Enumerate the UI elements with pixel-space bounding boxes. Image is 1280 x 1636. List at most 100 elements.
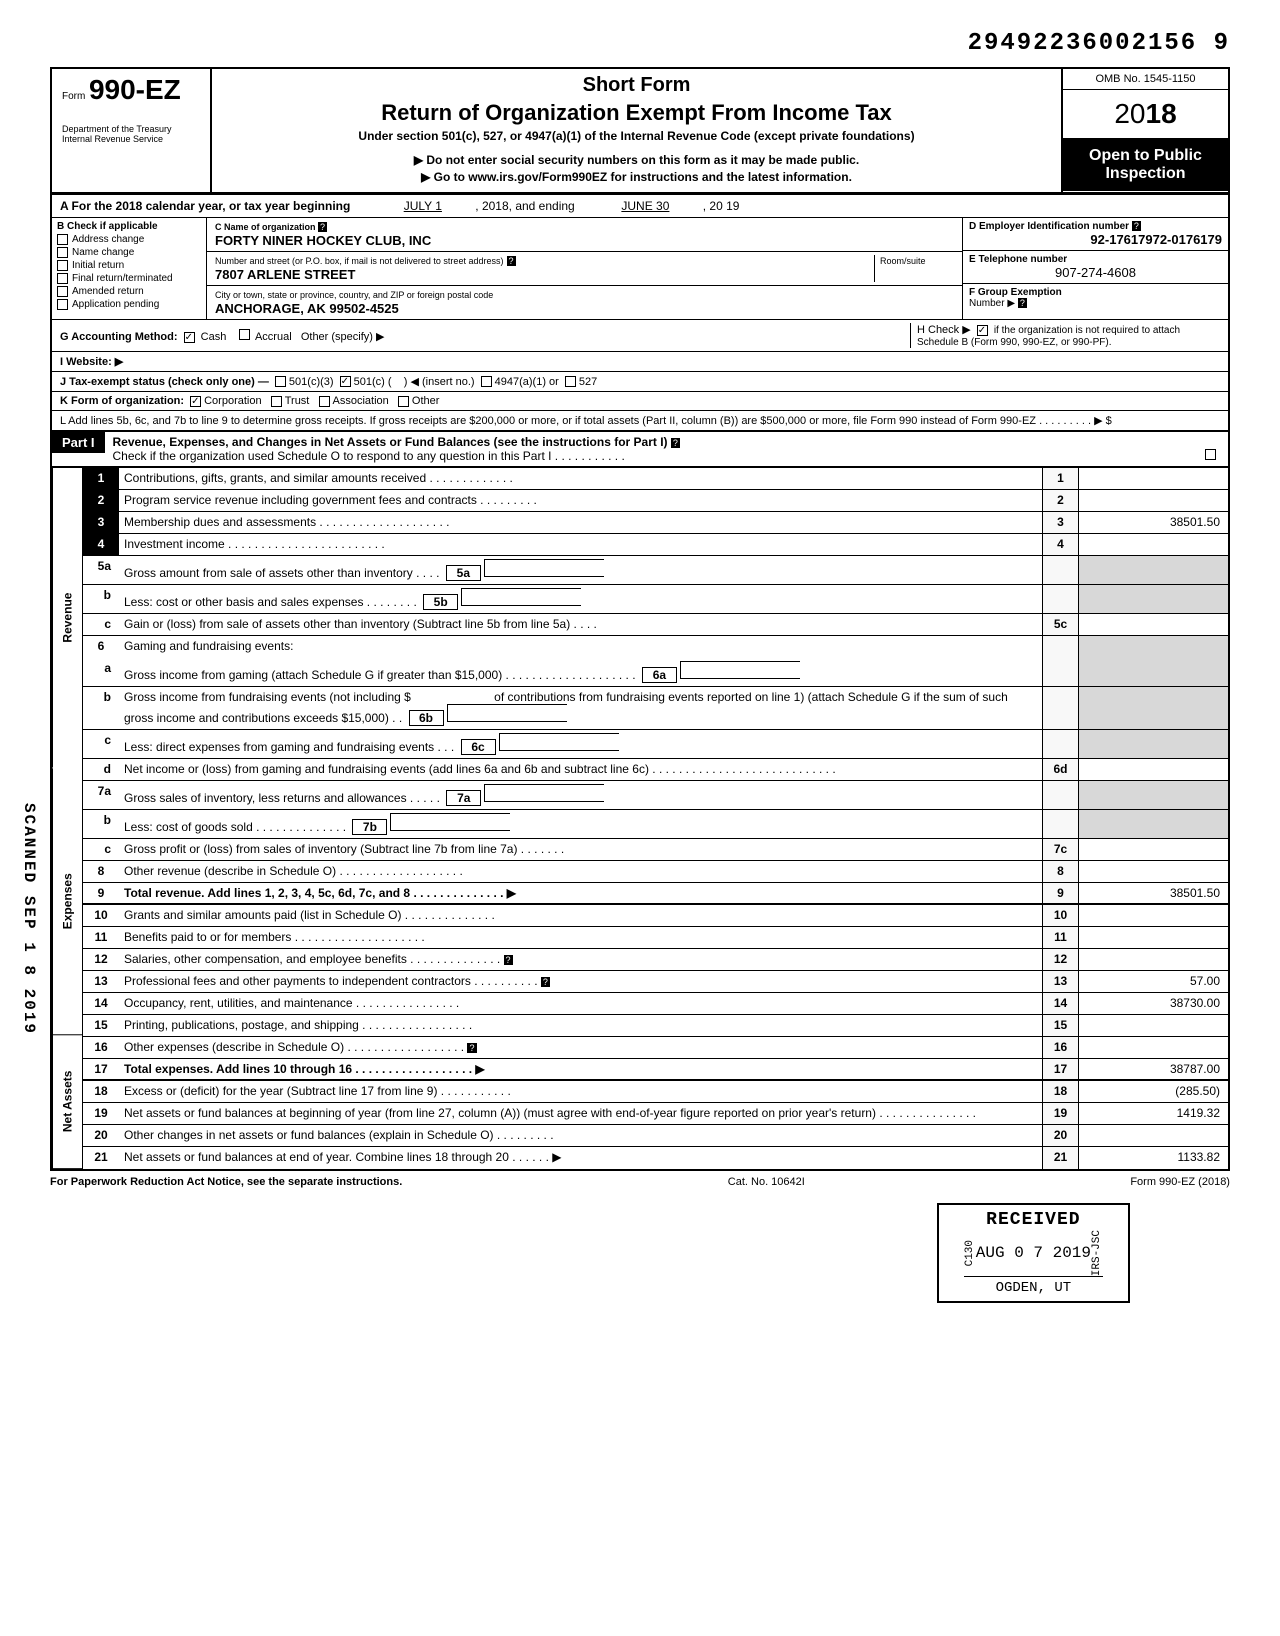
line-20: 20 Other changes in net assets or fund b…	[83, 1125, 1228, 1147]
addr-row: Number and street (or P.O. box, if mail …	[207, 252, 962, 286]
section-d: D Employer Identification number ? 92-17…	[963, 218, 1228, 251]
chk-name-change[interactable]: Name change	[57, 247, 201, 258]
help-icon: ?	[1018, 298, 1027, 308]
chk-other-org[interactable]	[398, 396, 409, 407]
section-e: E Telephone number 907-274-4608	[963, 251, 1228, 284]
chk-accrual[interactable]	[239, 329, 250, 340]
city-state-zip: ANCHORAGE, AK 99502-4525	[215, 301, 399, 316]
chk-application-pending[interactable]: Application pending	[57, 299, 201, 310]
chk-address-change[interactable]: Address change	[57, 234, 201, 245]
section-def: D Employer Identification number ? 92-17…	[963, 218, 1228, 319]
inspection-box: Open to Public Inspection	[1063, 139, 1228, 191]
side-expenses: Expenses	[52, 768, 82, 1035]
line-6c: c Less: direct expenses from gaming and …	[83, 730, 1228, 759]
line-19: 19 Net assets or fund balances at beginn…	[83, 1103, 1228, 1125]
irs-jsc: IRS-JSC	[1091, 1230, 1103, 1276]
line-18: 18 Excess or (deficit) for the year (Sub…	[83, 1081, 1228, 1103]
line-4: 4 Investment income . . . . . . . . . . …	[83, 534, 1228, 556]
received-label: RECEIVED	[964, 1210, 1103, 1230]
line-7c: c Gross profit or (loss) from sales of i…	[83, 839, 1228, 861]
received-stamp: RECEIVED C130 AUG 0 7 2019 IRS-JSC OGDEN…	[937, 1203, 1130, 1303]
line-13: 13 Professional fees and other payments …	[83, 971, 1228, 993]
form-number: 990-EZ	[89, 74, 181, 105]
form-id-box: Form 990-EZ Department of the Treasury I…	[52, 69, 212, 192]
section-a: A For the 2018 calendar year, or tax yea…	[50, 195, 1230, 218]
line-11: 11 Benefits paid to or for members . . .…	[83, 927, 1228, 949]
cat-no: Cat. No. 10642I	[728, 1176, 805, 1188]
chk-schedule-o[interactable]	[1205, 449, 1216, 460]
part1-label: Part I	[52, 432, 105, 453]
line-6a: a Gross income from gaming (attach Sched…	[83, 658, 1228, 687]
chk-amended-return[interactable]: Amended return	[57, 286, 201, 297]
dln-number: 29492236002156 9	[50, 30, 1230, 57]
chk-527[interactable]	[565, 376, 576, 387]
line-10: 10 Grants and similar amounts paid (list…	[83, 905, 1228, 927]
side-revenue: Revenue	[52, 468, 82, 768]
stamp-location: OGDEN, UT	[964, 1276, 1103, 1296]
chk-cash[interactable]	[184, 332, 195, 343]
line-16: 16 Other expenses (describe in Schedule …	[83, 1037, 1228, 1059]
scanned-stamp: SCANNED SEP 1 8 2019	[20, 803, 38, 1035]
help-icon: ?	[467, 1043, 476, 1053]
chk-initial-return[interactable]: Initial return	[57, 260, 201, 271]
open-public: Open to Public	[1071, 147, 1220, 165]
chk-association[interactable]	[319, 396, 330, 407]
chk-final-return[interactable]: Final return/terminated	[57, 273, 201, 284]
section-b: B Check if applicable Address change Nam…	[52, 218, 207, 319]
omb-number: OMB No. 1545-1150	[1063, 69, 1228, 90]
line-21: 21 Net assets or fund balances at end of…	[83, 1147, 1228, 1169]
line-5b: b Less: cost or other basis and sales ex…	[83, 585, 1228, 614]
stamp-date: AUG 0 7 2019	[976, 1244, 1091, 1262]
chk-corporation[interactable]	[190, 396, 201, 407]
chk-501c[interactable]	[340, 376, 351, 387]
line-12: 12 Salaries, other compensation, and emp…	[83, 949, 1228, 971]
line-5a: 5a Gross amount from sale of assets othe…	[83, 556, 1228, 585]
line-15: 15 Printing, publications, postage, and …	[83, 1015, 1228, 1037]
help-icon: ?	[507, 256, 516, 266]
dept-treasury: Department of the Treasury	[62, 124, 200, 134]
line-8: 8 Other revenue (describe in Schedule O)…	[83, 861, 1228, 883]
chk-501c3[interactable]	[275, 376, 286, 387]
help-icon: ?	[318, 222, 327, 232]
line-3: 3 Membership dues and assessments . . . …	[83, 512, 1228, 534]
ein: 92-17617972-0176179	[969, 232, 1222, 247]
line-1: 1 Contributions, gifts, grants, and simi…	[83, 468, 1228, 490]
right-header-boxes: OMB No. 1545-1150 20201818 Open to Publi…	[1063, 69, 1228, 192]
line-5c: c Gain or (loss) from sale of assets oth…	[83, 614, 1228, 636]
c130: C130	[964, 1240, 976, 1266]
section-g-row: G Accounting Method: Cash Accrual Other …	[50, 320, 1230, 352]
form-header: Form 990-EZ Department of the Treasury I…	[50, 67, 1230, 195]
street-address: 7807 ARLENE STREET	[215, 267, 355, 282]
help-icon: ?	[671, 438, 680, 448]
footer: For Paperwork Reduction Act Notice, see …	[50, 1171, 1230, 1193]
short-form-label: Short Form	[227, 74, 1046, 97]
org-name: FORTY NINER HOCKEY CLUB, INC	[215, 233, 431, 248]
line-7a: 7a Gross sales of inventory, less return…	[83, 781, 1228, 810]
stamps: SCANNED SEP 1 8 2019 RECEIVED C130 AUG 0…	[50, 1203, 1230, 1303]
section-l-row: L Add lines 5b, 6c, and 7b to line 9 to …	[50, 411, 1230, 432]
city-row: City or town, state or province, country…	[207, 286, 962, 319]
chk-sched-b[interactable]	[977, 325, 988, 336]
section-f: F Group Exemption Number ▶ ?	[963, 284, 1228, 312]
line-14: 14 Occupancy, rent, utilities, and maint…	[83, 993, 1228, 1015]
chk-4947[interactable]	[481, 376, 492, 387]
line-6d: d Net income or (loss) from gaming and f…	[83, 759, 1228, 781]
section-j-row: J Tax-exempt status (check only one) — 5…	[50, 372, 1230, 392]
part1-table: Revenue Expenses Net Assets 1 Contributi…	[50, 468, 1230, 1171]
part1-header: Part I Revenue, Expenses, and Changes in…	[50, 432, 1230, 468]
part1-title: Revenue, Expenses, and Changes in Net As…	[105, 432, 1228, 466]
line-7b: b Less: cost of goods sold . . . . . . .…	[83, 810, 1228, 839]
line-6: 6 Gaming and fundraising events:	[83, 636, 1228, 658]
info-grid: B Check if applicable Address change Nam…	[50, 218, 1230, 320]
line-17: 17 Total expenses. Add lines 10 through …	[83, 1059, 1228, 1081]
form-prefix: Form	[62, 91, 85, 102]
title-box: Short Form Return of Organization Exempt…	[212, 69, 1063, 192]
help-icon: ?	[504, 955, 513, 965]
section-k-row: K Form of organization: Corporation Trus…	[50, 392, 1230, 411]
section-i-row: I Website: ▶	[50, 352, 1230, 372]
form-footer: Form 990-EZ (2018)	[1130, 1176, 1230, 1188]
dept-irs: Internal Revenue Service	[62, 134, 200, 144]
chk-trust[interactable]	[271, 396, 282, 407]
org-name-row: C Name of organization ? FORTY NINER HOC…	[207, 218, 962, 252]
phone: 907-274-4608	[969, 265, 1222, 280]
